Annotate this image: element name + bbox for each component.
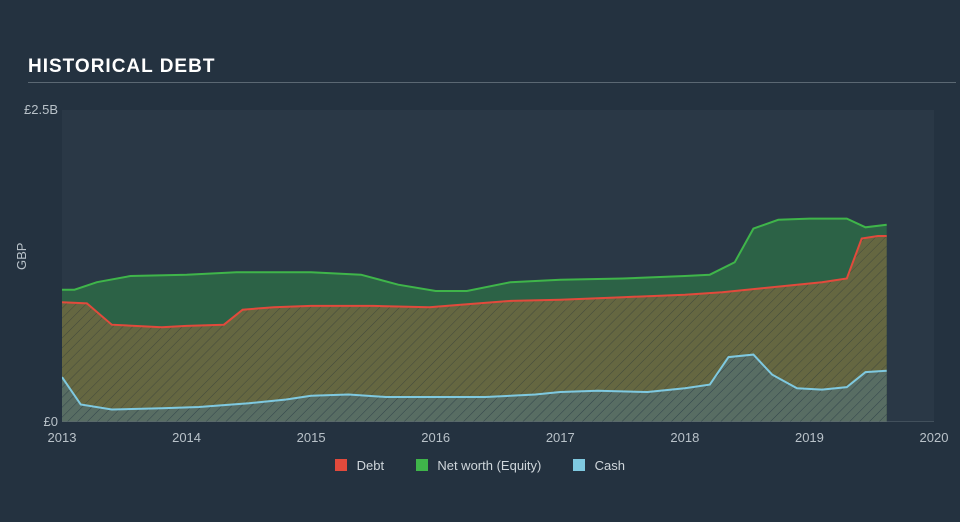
- x-tick-label: 2018: [670, 430, 699, 445]
- legend-swatch-cash: [573, 459, 585, 471]
- legend-label-equity: Net worth (Equity): [437, 458, 541, 473]
- legend: Debt Net worth (Equity) Cash: [0, 458, 960, 473]
- x-tick-label: 2019: [795, 430, 824, 445]
- legend-label-debt: Debt: [357, 458, 384, 473]
- chart-svg: [62, 110, 934, 422]
- legend-item-equity: Net worth (Equity): [416, 458, 542, 473]
- x-tick-label: 2015: [297, 430, 326, 445]
- x-tick-label: 2020: [920, 430, 949, 445]
- legend-label-cash: Cash: [595, 458, 625, 473]
- legend-swatch-debt: [335, 459, 347, 471]
- legend-item-cash: Cash: [573, 458, 625, 473]
- x-tick-label: 2013: [48, 430, 77, 445]
- x-tick-label: 2016: [421, 430, 450, 445]
- x-tick-label: 2014: [172, 430, 201, 445]
- chart-root: HISTORICAL DEBT GBP £0 £2.5B 2013 2014 2015…: [0, 0, 960, 522]
- chart-title: HISTORICAL DEBT: [28, 56, 215, 78]
- y-tick-label: £0: [0, 414, 58, 429]
- legend-item-debt: Debt: [335, 458, 384, 473]
- legend-swatch-equity: [416, 459, 428, 471]
- plot-area: [62, 110, 934, 422]
- y-tick-label: £2.5B: [0, 102, 58, 117]
- title-rule: [28, 82, 956, 83]
- x-tick-label: 2017: [546, 430, 575, 445]
- y-axis-label: GBP: [14, 243, 29, 270]
